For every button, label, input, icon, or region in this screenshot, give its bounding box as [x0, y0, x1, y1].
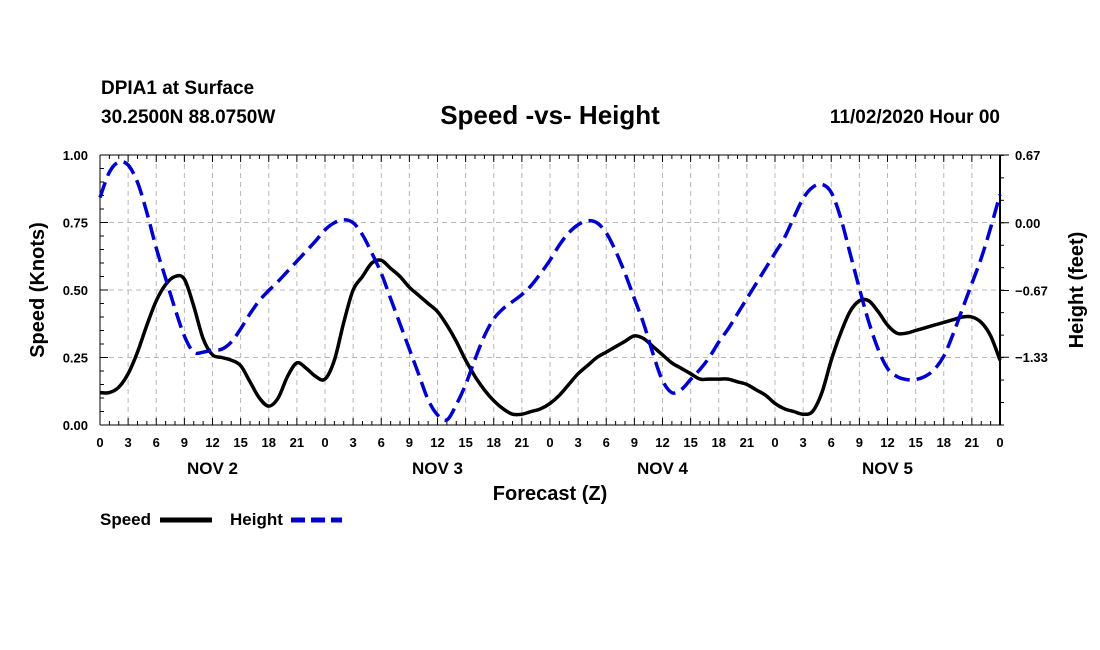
- x-tick-label: 12: [205, 435, 219, 450]
- y-left-tick-label: 0.25: [63, 351, 88, 366]
- y-right-tick-label: 0.00: [1015, 216, 1040, 231]
- x-tick-label: 18: [937, 435, 951, 450]
- x-tick-label: 9: [856, 435, 863, 450]
- date-label: NOV 4: [637, 459, 689, 478]
- x-axis-title: Forecast (Z): [493, 483, 607, 505]
- x-tick-label: 12: [655, 435, 669, 450]
- x-tick-label: 6: [378, 435, 385, 450]
- y-left-tick-label: 0.50: [63, 283, 88, 298]
- x-tick-label: 6: [153, 435, 160, 450]
- date-label: NOV 3: [412, 459, 463, 478]
- x-tick-label: 12: [880, 435, 894, 450]
- y-right-axis-title: Height (feet): [1066, 232, 1088, 349]
- x-tick-label: 3: [575, 435, 582, 450]
- x-tick-label: 15: [233, 435, 247, 450]
- date-label: NOV 2: [187, 459, 238, 478]
- y-left-tick-label: 1.00: [63, 148, 88, 163]
- x-tick-label: 15: [683, 435, 697, 450]
- coords-label: 30.2500N 88.0750W: [101, 107, 275, 128]
- y-right-tick-label: −0.67: [1015, 284, 1048, 299]
- x-tick-label: 15: [458, 435, 472, 450]
- x-tick-label: 21: [515, 435, 529, 450]
- y-left-tick-label: 0.00: [63, 418, 88, 433]
- x-tick-label: 3: [125, 435, 132, 450]
- legend-label-height: Height: [230, 510, 283, 529]
- y-left-tick-labels: 0.00 0.25 0.50 0.75 1.00: [63, 148, 88, 433]
- x-tick-label: 9: [406, 435, 413, 450]
- x-tick-label: 9: [631, 435, 638, 450]
- x-tick-label: 6: [603, 435, 610, 450]
- datetime-label: 11/02/2020 Hour 00: [830, 107, 1000, 128]
- y-left-tick-label: 0.75: [63, 216, 88, 231]
- x-tick-label: 18: [712, 435, 726, 450]
- x-tick-label: 0: [546, 435, 553, 450]
- chart-title: Speed -vs- Height: [440, 100, 660, 130]
- x-tick-label: 3: [350, 435, 357, 450]
- legend: Speed Height: [100, 510, 342, 529]
- grid: [100, 155, 1000, 425]
- x-tick-label: 0: [321, 435, 328, 450]
- y-right-tick-label: 0.67: [1015, 148, 1040, 163]
- station-label: DPIA1 at Surface: [101, 78, 254, 99]
- x-tick-label: 3: [800, 435, 807, 450]
- series-line-speed: [99, 258, 1002, 417]
- series-lines: [98, 159, 1002, 423]
- x-tick-label: 0: [96, 435, 103, 450]
- x-tick-label: 21: [740, 435, 754, 450]
- x-tick-label: 15: [908, 435, 922, 450]
- x-tick-label: 9: [181, 435, 188, 450]
- x-tick-label: 21: [965, 435, 979, 450]
- y-right-tick-labels: 0.67 0.00 −0.67 −1.33: [1015, 148, 1048, 365]
- y-right-tick-label: −1.33: [1015, 350, 1048, 365]
- x-tick-label: 0: [771, 435, 778, 450]
- x-tick-label: 18: [262, 435, 276, 450]
- x-tick-labels: 0 3 6 9 12 15 18 21 0 3 6 9 12 15 18 21 0 3 6 9 12 15 18 21 0 3 6 9…: [96, 435, 1003, 450]
- x-tick-label: 12: [430, 435, 444, 450]
- x-tick-label: 21: [290, 435, 304, 450]
- x-tick-label: 6: [828, 435, 835, 450]
- date-labels: NOV 2 NOV 3 NOV 4 NOV 5: [187, 459, 913, 478]
- x-tick-label: 18: [487, 435, 501, 450]
- y-left-axis-title: Speed (Knots): [27, 222, 49, 358]
- tick-marks: [99, 154, 1009, 426]
- x-tick-label: 0: [996, 435, 1003, 450]
- date-label: NOV 5: [862, 459, 913, 478]
- legend-label-speed: Speed: [100, 510, 151, 529]
- series-line-height: [98, 159, 1002, 423]
